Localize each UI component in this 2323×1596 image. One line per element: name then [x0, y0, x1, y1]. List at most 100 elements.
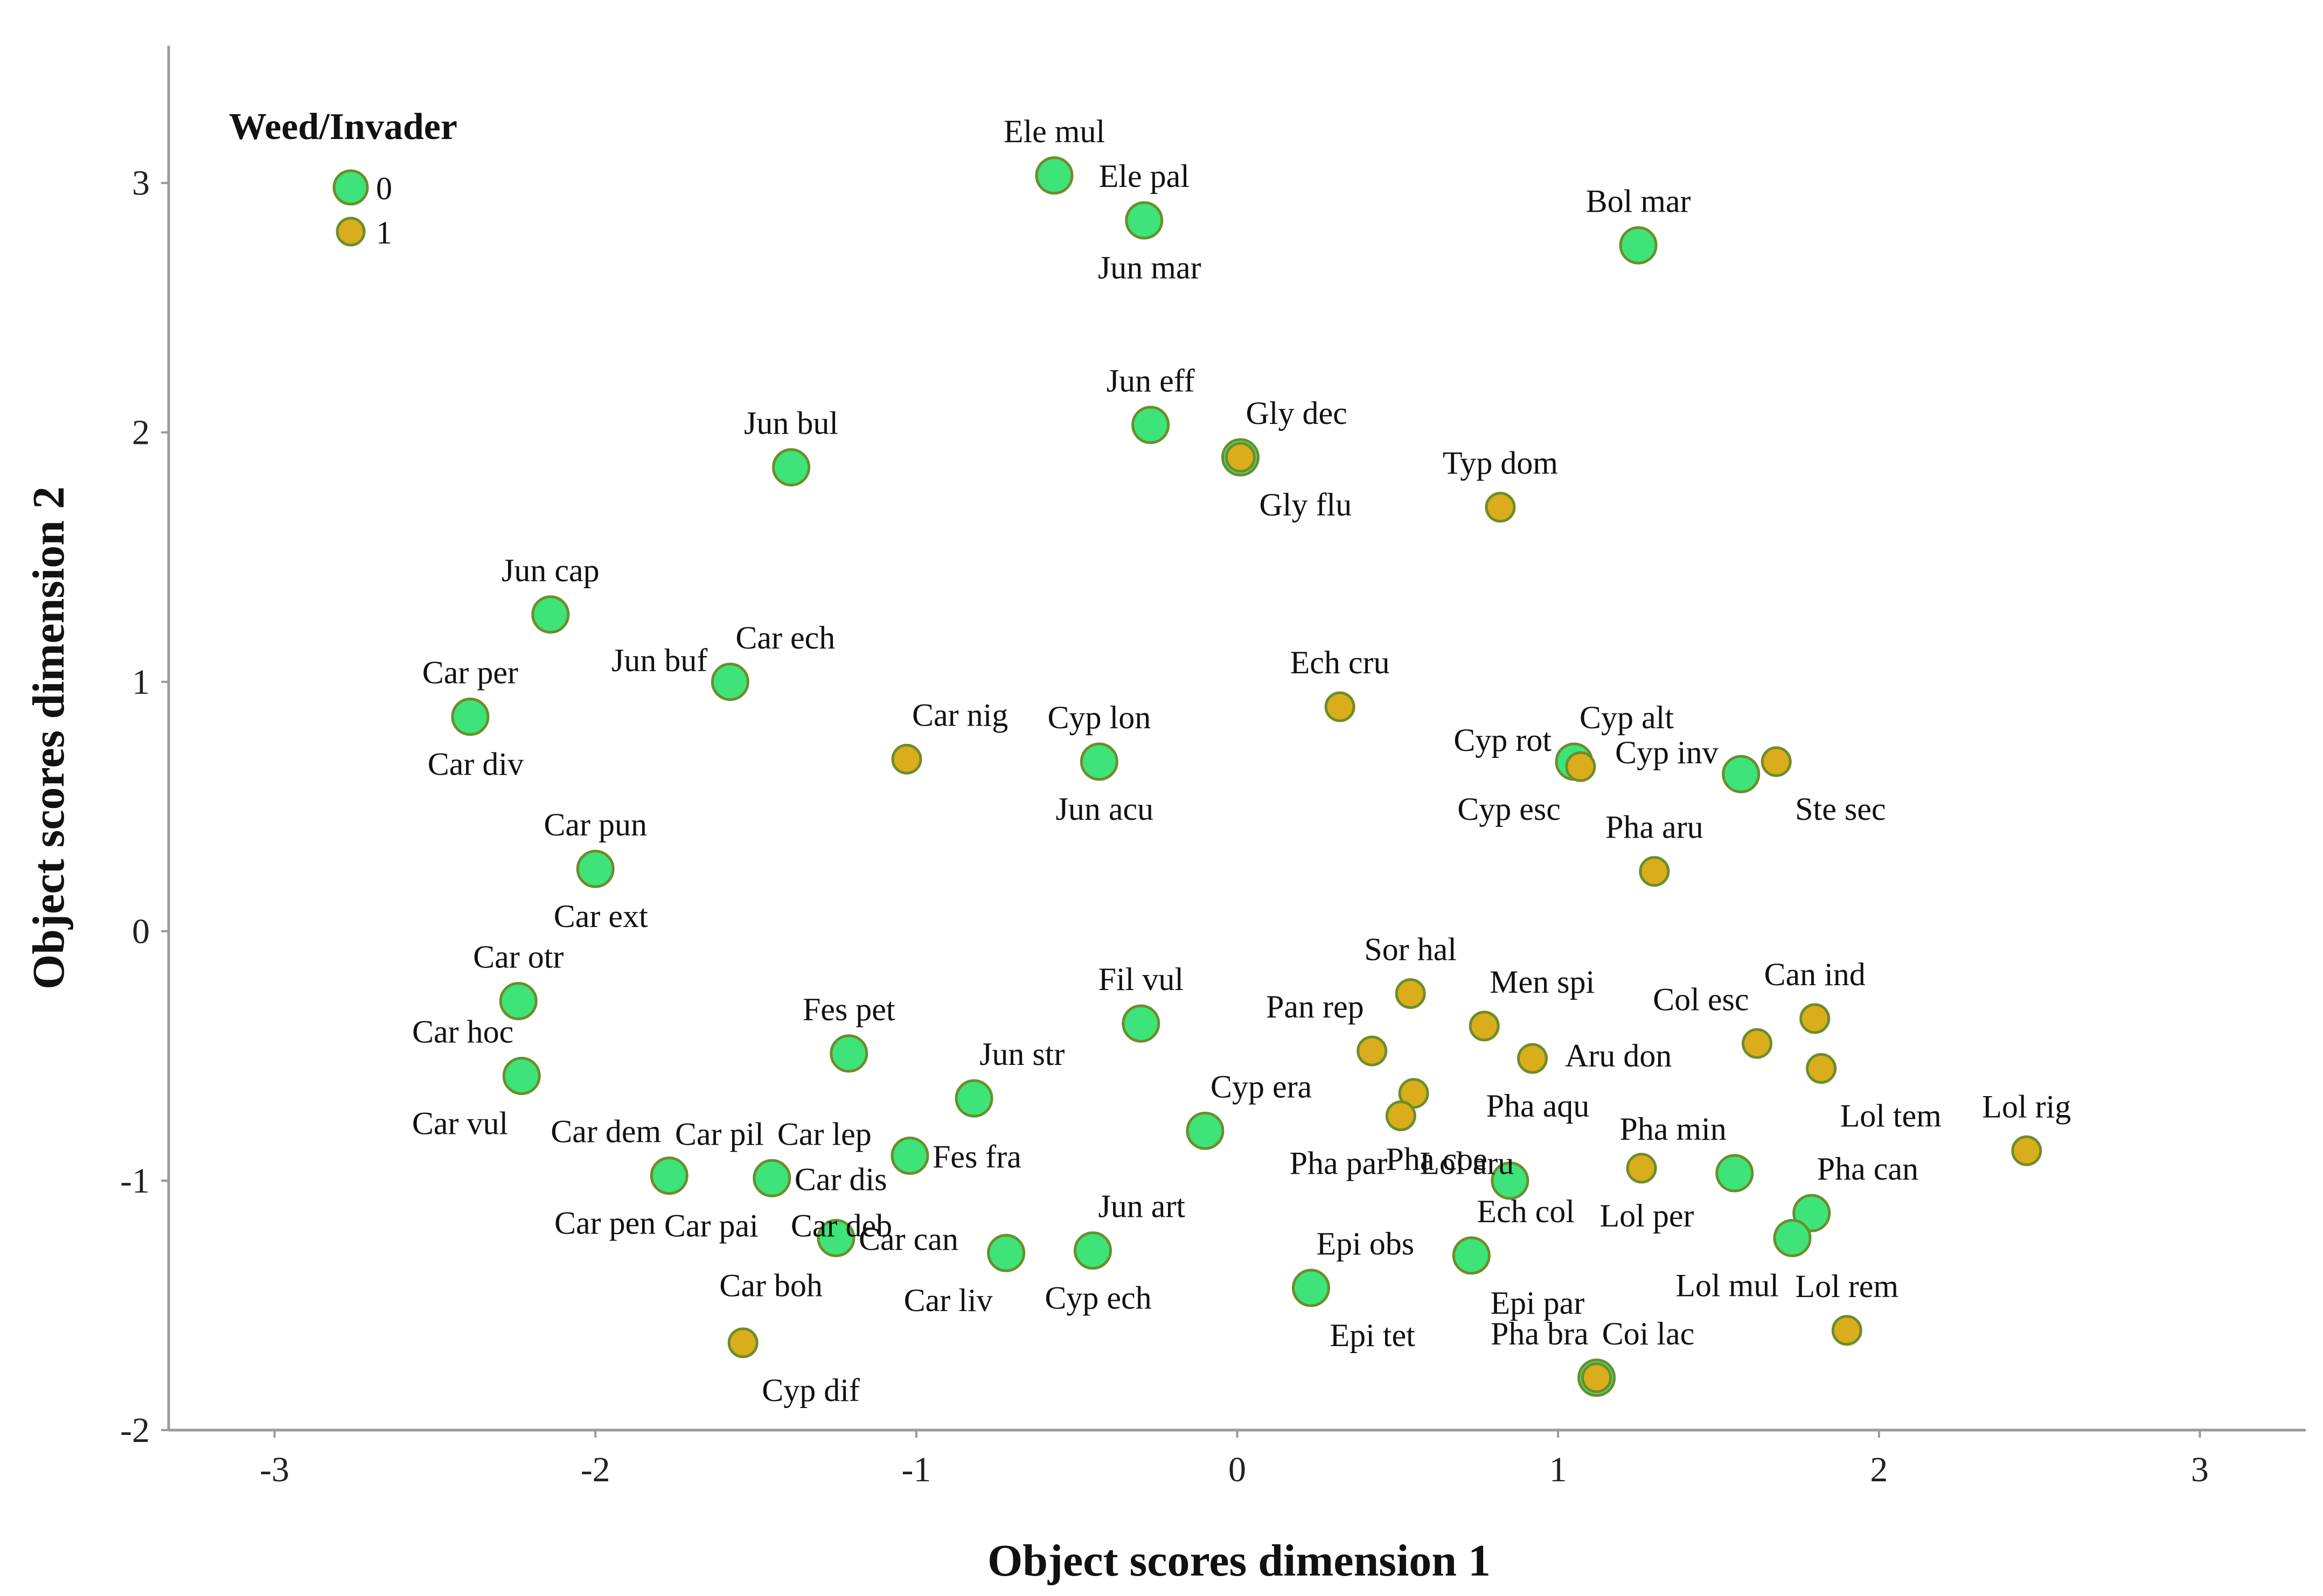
- point-weed: [1741, 1028, 1772, 1059]
- point-label: Jun buf: [611, 643, 707, 678]
- point-weed: [1485, 492, 1516, 523]
- point-label: Jun bul: [744, 406, 838, 441]
- point-label: Car vul: [412, 1105, 508, 1141]
- point-label: Fes pet: [803, 992, 895, 1027]
- point-native: [817, 1218, 856, 1257]
- x-tick-label: 2: [1870, 1450, 1888, 1489]
- point-native: [1452, 1236, 1491, 1275]
- point-label: Car per: [422, 655, 518, 691]
- point-label: Pha coe: [1386, 1141, 1487, 1177]
- point-label: Car nig: [912, 697, 1008, 733]
- point-native: [987, 1233, 1026, 1272]
- point-label: Car deb: [791, 1208, 892, 1243]
- point-label: Jun str: [979, 1036, 1065, 1072]
- point-weed: [1385, 1100, 1416, 1132]
- point-weed: [1395, 978, 1426, 1009]
- point-label: Epi obs: [1316, 1226, 1414, 1262]
- point-label: Epi par: [1490, 1285, 1584, 1321]
- x-tick-label: 3: [2191, 1450, 2209, 1489]
- point-native: [1035, 156, 1074, 195]
- data-points: [451, 156, 2042, 1397]
- point-label: Gly dec: [1246, 395, 1347, 431]
- point-weed: [1831, 1315, 1862, 1346]
- point-native: [1080, 742, 1118, 781]
- axis-ticks: -3 -2 -1 0 1 2 3 -2 -1 0 1 2 3: [120, 164, 2209, 1489]
- point-label: Jun eff: [1107, 363, 1195, 399]
- point-native: [1122, 1004, 1160, 1043]
- point-native: [891, 1137, 929, 1175]
- point-native: [1125, 201, 1164, 240]
- point-label: Pha aru: [1605, 810, 1703, 845]
- y-tick-label: 0: [132, 912, 150, 951]
- point-weed: [1469, 1010, 1500, 1042]
- point-label: Cyp dif: [762, 1372, 860, 1408]
- point-label: Car ech: [735, 620, 835, 656]
- point-weed: [1565, 751, 1596, 782]
- point-native: [499, 982, 538, 1021]
- point-label: Col esc: [1653, 981, 1749, 1017]
- point-label: Cyp inv: [1615, 735, 1719, 770]
- point-label: Lol tem: [1840, 1098, 1942, 1134]
- point-label: Jun art: [1098, 1189, 1185, 1224]
- y-tick-label: -2: [120, 1411, 150, 1450]
- point-label: Lol aru: [1420, 1146, 1514, 1181]
- x-axis-title: Object scores dimension 1: [987, 1536, 1491, 1586]
- point-label: Ech col: [1477, 1194, 1575, 1229]
- point-label: Car can: [859, 1221, 958, 1257]
- point-label: Lol mul: [1675, 1267, 1779, 1303]
- x-tick-label: -2: [581, 1450, 610, 1489]
- point-native: [955, 1079, 993, 1118]
- point-label: Car dis: [795, 1161, 887, 1197]
- point-weed: [1639, 856, 1670, 887]
- point-label: Cyp ech: [1045, 1280, 1151, 1316]
- y-tick-label: 3: [132, 164, 150, 203]
- x-tick-label: 1: [1549, 1450, 1567, 1489]
- point-native: [1186, 1111, 1225, 1150]
- x-tick-label: -1: [901, 1450, 931, 1489]
- point-label: Car otr: [473, 939, 564, 975]
- point-label: Gly flu: [1259, 487, 1352, 522]
- point-native: [531, 595, 570, 634]
- point-label: Ste sec: [1795, 791, 1886, 827]
- point-label: Cyp esc: [1457, 791, 1561, 827]
- point-native: [830, 1034, 868, 1073]
- point-label: Ele pal: [1099, 158, 1190, 194]
- point-label: Car ext: [554, 898, 648, 934]
- y-axis-title: Object scores dimension 2: [24, 486, 74, 989]
- y-tick-label: 1: [132, 663, 150, 702]
- point-weed: [1357, 1035, 1388, 1067]
- point-label: Car pil: [675, 1116, 764, 1152]
- point-label: Jun mar: [1098, 250, 1201, 285]
- point-native: [1773, 1218, 1812, 1257]
- point-label: Pha min: [1619, 1111, 1726, 1147]
- point-label: Fes fra: [933, 1139, 1021, 1175]
- point-label: Aru don: [1565, 1038, 1672, 1074]
- legend-title: Weed/Invader: [229, 106, 457, 148]
- point-weed: [1761, 746, 1792, 777]
- point-weed: [2011, 1135, 2042, 1166]
- point-native: [1291, 1269, 1330, 1307]
- legend-marker-0: [332, 169, 369, 206]
- point-label: Fil vul: [1098, 961, 1184, 997]
- legend-label-1: 1: [376, 215, 392, 250]
- point-label: Jun cap: [502, 553, 600, 588]
- point-label: Cyp alt: [1580, 700, 1674, 735]
- point-label: Cyp lon: [1048, 700, 1151, 735]
- point-weed: [891, 743, 922, 775]
- point-native: [711, 663, 749, 701]
- point-native: [650, 1156, 688, 1195]
- point-label: Pan rep: [1266, 989, 1364, 1024]
- point-label: Cyp era: [1211, 1069, 1312, 1104]
- point-label: Bol mar: [1586, 183, 1691, 219]
- point-native: [1491, 1161, 1529, 1200]
- point-label: Car boh: [719, 1267, 823, 1303]
- point-weed: [1398, 1078, 1429, 1109]
- point-label: Jun acu: [1056, 791, 1154, 827]
- point-native: [1722, 755, 1761, 793]
- point-native: [1715, 1154, 1754, 1193]
- point-native: [753, 1159, 791, 1197]
- point-weed: [1581, 1362, 1612, 1393]
- point-label: Men spi: [1490, 964, 1595, 1000]
- point-native: [1131, 406, 1170, 444]
- point-label: Can ind: [1764, 957, 1865, 992]
